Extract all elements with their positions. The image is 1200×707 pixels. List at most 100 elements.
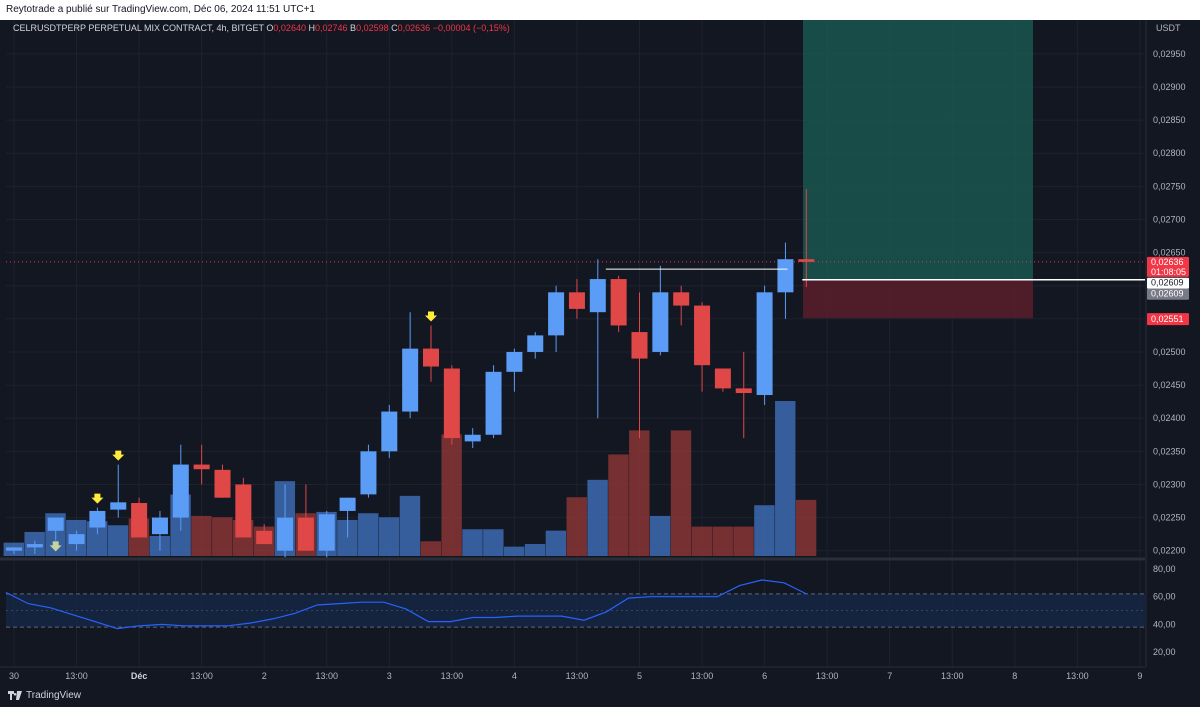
candle-body (610, 279, 627, 326)
entry-price-tag-text: 0,02609 (1151, 278, 1184, 288)
price-tick-label: 0,02250 (1153, 513, 1186, 523)
candle-body (172, 464, 189, 518)
volume-bar (587, 479, 608, 556)
position-stop-zone (803, 279, 1033, 319)
current-price-tag (1147, 256, 1189, 277)
candle-body (798, 259, 815, 262)
price-tick-label: 0,02500 (1153, 347, 1186, 357)
volume-bar (629, 430, 650, 556)
legend-close-label: C (391, 23, 398, 33)
signal-arrow-icon (49, 541, 62, 552)
volume-bar (441, 434, 462, 556)
time-tick-label: Déc (131, 671, 148, 681)
volume-bar (504, 546, 525, 556)
time-tick-label: 13:00 (190, 671, 213, 681)
candle-body (568, 292, 585, 309)
volume-bar (649, 515, 671, 556)
volume-bar (358, 513, 379, 556)
volume-bar (733, 526, 754, 556)
time-tick-label: 3 (387, 671, 392, 681)
volume-bar (545, 530, 567, 556)
legend-change: −0,00004 (−0,15%) (432, 23, 510, 33)
legend-symbol[interactable]: CELRUSDTPERP PERPETUAL MIX CONTRACT, 4h,… (13, 23, 264, 33)
candle-body (402, 348, 419, 412)
rsi-tick-label: 40,00 (1153, 619, 1176, 629)
legend-low-value: 0,02598 (356, 23, 389, 33)
current-price-tag-text: 0,02636 (1151, 257, 1184, 267)
legend-open-label: O (266, 23, 274, 33)
rsi-tick-label: 60,00 (1153, 592, 1176, 602)
volume-bar (337, 519, 358, 556)
candle-body (756, 292, 773, 396)
publish-text: Reytotrade a publié sur TradingView.com,… (6, 4, 315, 15)
tradingview-logo-icon (8, 691, 22, 700)
candle-body (694, 305, 711, 366)
candle-body (652, 292, 669, 352)
candle-body (548, 292, 565, 336)
legend-high-value: 0,02746 (314, 23, 348, 33)
time-tick-label: 13:00 (65, 671, 88, 681)
time-tick-label: 6 (762, 671, 767, 681)
candle-body (318, 514, 335, 551)
candle-body (464, 434, 481, 442)
candle-body (47, 517, 64, 531)
rsi-tick-label: 20,00 (1153, 647, 1176, 657)
candle-body (673, 292, 690, 306)
volume-bar (212, 517, 233, 556)
tradingview-brand[interactable]: TradingView (8, 690, 81, 701)
time-tick-label: 13:00 (816, 671, 839, 681)
volume-bar (420, 541, 441, 556)
stop-price-tag (1147, 313, 1189, 326)
time-tick-label: 8 (1012, 671, 1017, 681)
candle-body (360, 451, 377, 495)
time-tick-label: 4 (512, 671, 517, 681)
time-tick-label: 30 (9, 671, 19, 681)
candle-body (735, 388, 752, 394)
price-tick-label: 0,02850 (1153, 115, 1186, 125)
candle-body (235, 484, 252, 538)
time-tick-label: 9 (1137, 671, 1142, 681)
candle-body (443, 368, 460, 439)
volume-bar (670, 430, 692, 556)
signal-arrow-icon (425, 311, 437, 322)
volume-bar (754, 505, 775, 556)
entry-price-tag-grey-text: 0,02609 (1151, 289, 1184, 299)
time-tick-label: 13:00 (315, 671, 338, 681)
stop-price-tag-text: 0,02551 (1151, 314, 1184, 324)
current-price-countdown: 01:08:05 (1151, 267, 1186, 277)
volume-bar (191, 515, 212, 556)
time-tick-label: 13:00 (1066, 671, 1089, 681)
rsi-line (5, 579, 807, 630)
time-tick-label: 2 (262, 671, 267, 681)
signal-arrow-icon (112, 450, 125, 461)
volume-bar (87, 521, 108, 556)
price-tick-label: 0,02450 (1153, 380, 1186, 390)
currency-label: USDT (1156, 23, 1181, 33)
candle-body (151, 517, 168, 535)
rsi-band (6, 593, 1145, 628)
time-tick-label: 13:00 (441, 671, 464, 681)
volume-bar (608, 454, 629, 556)
time-tick-label: 7 (887, 671, 892, 681)
position-target-zone (803, 20, 1033, 280)
footer-bar (0, 684, 1200, 707)
legend-low-label: B (350, 23, 357, 33)
volume-bar (378, 517, 400, 556)
candle-body (777, 259, 794, 293)
volume-bar (691, 526, 713, 556)
candle-body (277, 517, 294, 551)
volume-bar (462, 529, 483, 556)
candle-body (68, 534, 85, 545)
entry-price-tag-grey (1147, 288, 1189, 300)
candle-body (631, 332, 648, 359)
candle-body (297, 517, 314, 551)
price-tick-label: 0,02300 (1153, 479, 1186, 489)
candle-body (131, 502, 148, 538)
time-tick-label: 13:00 (691, 671, 714, 681)
candle-body (193, 464, 210, 470)
candle-body (89, 510, 106, 528)
candle-body (506, 351, 523, 372)
candle-body (110, 502, 127, 510)
